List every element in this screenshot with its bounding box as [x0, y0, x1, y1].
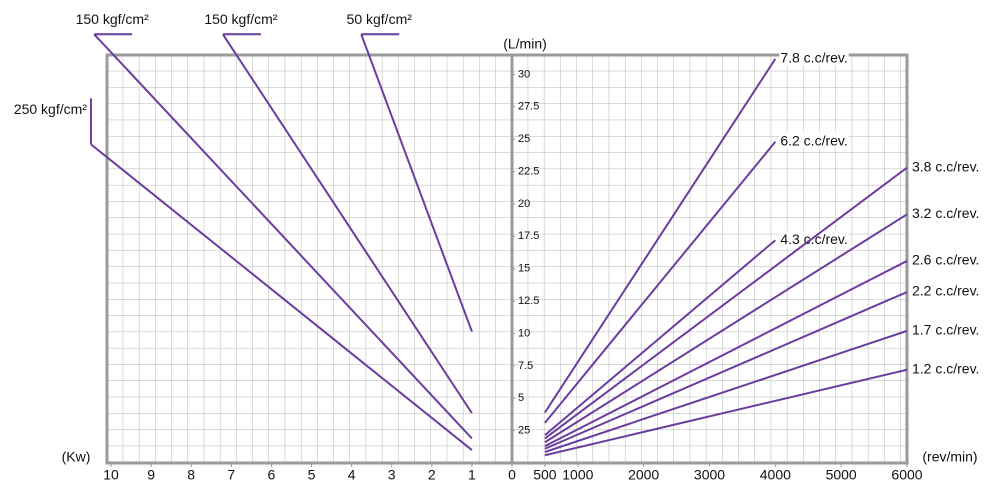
- label-background: [779, 230, 849, 247]
- label-background: [911, 205, 981, 222]
- x-tick-label: 3000: [694, 467, 725, 483]
- x-tick-label: 500: [533, 467, 557, 483]
- series-line: [222, 33, 473, 414]
- series-label: 50 kgf/cm²: [347, 11, 413, 27]
- series-line: [544, 291, 908, 450]
- x-tick-label: 6: [268, 467, 276, 483]
- y-tick-label: 15: [518, 263, 530, 275]
- label-background: [779, 49, 849, 66]
- y-tick-label: 22.5: [518, 165, 539, 177]
- series-line: [544, 260, 908, 448]
- x-tick-label: 2: [428, 467, 436, 483]
- series-line: [544, 141, 777, 424]
- x-tick-label: 8: [187, 467, 195, 483]
- x-tick-label: 9: [147, 467, 155, 483]
- series-line: [544, 213, 908, 444]
- x-tick-label: 4: [348, 467, 356, 483]
- y-tick-label: 10: [518, 327, 530, 339]
- series-line: [544, 239, 776, 436]
- series-label: 150 kgf/cm²: [76, 11, 149, 27]
- y-tick-label: 5: [518, 392, 524, 404]
- x-tick-label: 4000: [760, 467, 791, 483]
- series-label: 150 kgf/cm²: [204, 11, 277, 27]
- label-background: [911, 251, 981, 268]
- x-tick-label: 2000: [628, 467, 659, 483]
- series-line: [360, 33, 473, 332]
- x-tick-label: 6000: [891, 467, 922, 483]
- y-tick-label: 25: [518, 133, 530, 145]
- series-label: 3.2 c.c/rev.: [912, 205, 979, 221]
- y-tick-label: 30: [518, 68, 530, 80]
- label-background: [779, 132, 849, 149]
- series-label: 2.6 c.c/rev.: [912, 252, 979, 268]
- series-line: [544, 58, 777, 414]
- series-label: 1.7 c.c/rev.: [912, 322, 979, 338]
- label-background: [911, 321, 981, 338]
- y-tick-label: 27.5: [518, 101, 539, 113]
- plot-frame: [105, 53, 909, 465]
- series-line: [544, 368, 908, 457]
- series-line: [93, 33, 473, 440]
- x-tick-label: 7: [227, 467, 235, 483]
- x-tick-label: 10: [103, 467, 119, 483]
- x-tick-label: 5: [308, 467, 316, 483]
- series-line: [544, 329, 908, 453]
- series-label: 1.2 c.c/rev.: [912, 360, 979, 376]
- y-axis-label: (L/min): [503, 36, 547, 52]
- label-background: [911, 158, 981, 175]
- series-label: 250 kgf/cm²: [14, 101, 87, 117]
- label-background: [911, 282, 981, 299]
- x-tick-label: 1: [468, 467, 476, 483]
- y-tick-label: 20: [518, 198, 530, 210]
- y-tick-label: 25: [518, 425, 530, 437]
- x-tick-label: 3: [388, 467, 396, 483]
- series-label: 2.2 c.c/rev.: [912, 283, 979, 299]
- series-label: 7.8 c.c/rev.: [780, 50, 847, 66]
- grid-layer: [107, 55, 907, 463]
- y-tick-label: 12.5: [518, 295, 539, 307]
- x-tick-label: 1000: [562, 467, 593, 483]
- grid-cells: [107, 55, 512, 463]
- series-label: 3.8 c.c/rev.: [912, 158, 979, 174]
- x-tick-label: 5000: [826, 467, 857, 483]
- series-label: 6.2 c.c/rev.: [780, 132, 847, 148]
- y-tick-label: 17.5: [518, 230, 539, 242]
- series-line: [90, 143, 473, 451]
- series-label: 4.3 c.c/rev.: [780, 231, 847, 247]
- label-background: [911, 360, 981, 377]
- series-line: [544, 166, 908, 440]
- grid-cells: [512, 55, 907, 463]
- y-tick-label: 7.5: [518, 360, 533, 372]
- x-axis-label: (Kw): [62, 449, 91, 465]
- x-tick-label: 0: [508, 467, 516, 483]
- x-axis-label: (rev/min): [922, 449, 977, 465]
